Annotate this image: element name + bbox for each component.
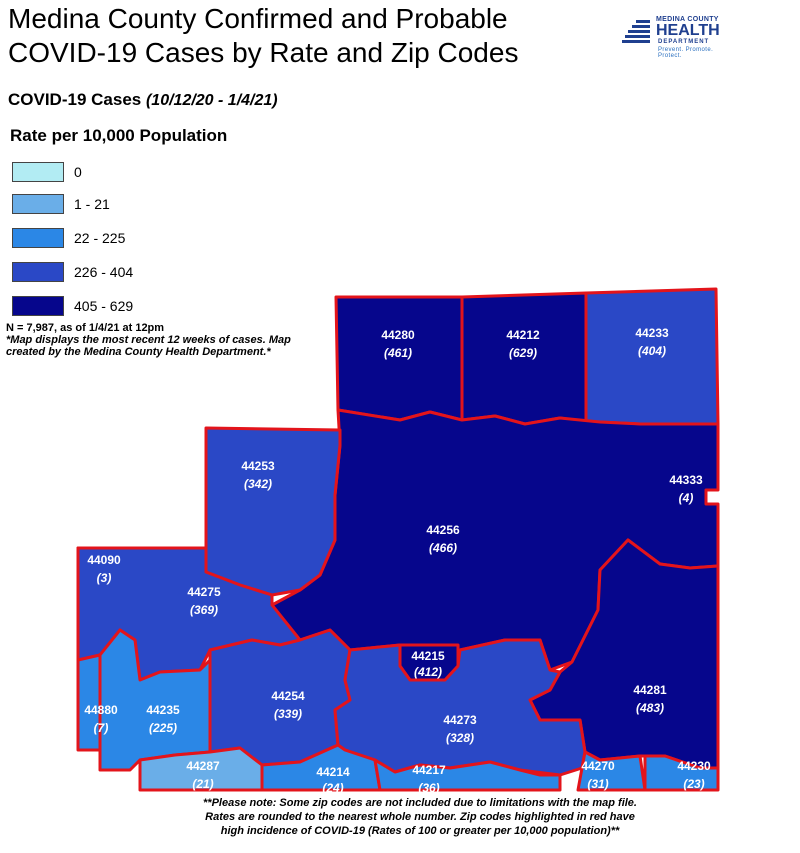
legend-swatch — [12, 162, 64, 182]
subtitle-dates: (10/12/20 - 1/4/21) — [145, 92, 278, 109]
legend-label: 226 - 404 — [74, 264, 134, 280]
title-line-2: COVID-19 Cases by Rate and Zip Codes — [8, 37, 519, 68]
logo-line-1: MEDINA COUNTY — [656, 16, 719, 23]
zip-rate-44275: (369) — [190, 603, 218, 617]
zip-label-44273: 44273 — [443, 713, 477, 727]
map-title: Medina County Confirmed and Probable COV… — [8, 2, 568, 70]
zip-label-44215: 44215 — [411, 649, 445, 663]
zip-label-44333: 44333 — [669, 473, 703, 487]
zip-rate-44281: (483) — [636, 701, 664, 715]
zip-rate-44233: (404) — [638, 344, 666, 358]
legend-swatch — [12, 262, 64, 282]
zip-rate-44270: (31) — [587, 777, 608, 791]
footnote-line-2: Rates are rounded to the nearest whole n… — [205, 811, 635, 823]
subtitle: COVID-19 Cases (10/12/20 - 1/4/21) — [8, 90, 278, 110]
zip-label-44090: 44090 — [87, 553, 121, 567]
map-source-note: *Map displays the most recent 12 weeks o… — [6, 334, 291, 358]
footnote: **Please note: Some zip codes are not in… — [100, 796, 740, 838]
zip-label-44287: 44287 — [186, 759, 220, 773]
legend-item: 1 - 21 — [12, 194, 212, 216]
zip-rate-44235: (225) — [149, 721, 177, 735]
footnote-line-1: **Please note: Some zip codes are not in… — [203, 797, 637, 809]
zip-label-44230: 44230 — [677, 759, 711, 773]
health-department-logo: MEDINA COUNTY HEALTH DEPARTMENT Prevent.… — [622, 16, 734, 59]
zip-region-44230[interactable] — [643, 754, 720, 792]
title-line-1: Medina County Confirmed and Probable — [8, 3, 508, 34]
zip-label-44214: 44214 — [316, 765, 350, 779]
logo-stripes-icon — [622, 20, 650, 43]
zip-region-44214[interactable] — [260, 743, 382, 792]
zip-label-44281: 44281 — [633, 683, 667, 697]
zip-label-44253: 44253 — [241, 459, 275, 473]
zip-label-44254: 44254 — [271, 689, 305, 703]
zip-region-44287[interactable] — [138, 746, 264, 792]
zip-rate-44280: (461) — [384, 346, 412, 360]
zip-rate-44287: (21) — [192, 777, 213, 791]
legend-swatch — [12, 228, 64, 248]
zip-rate-44333: (4) — [679, 491, 694, 505]
legend-swatch — [12, 296, 64, 316]
zip-label-44235: 44235 — [146, 703, 180, 717]
zip-label-44212: 44212 — [506, 328, 540, 342]
legend-label: 405 - 629 — [74, 298, 134, 314]
zip-rate-44253: (342) — [244, 477, 272, 491]
legend-item: 22 - 225 — [12, 228, 212, 250]
zip-region-44270[interactable] — [576, 750, 647, 792]
zip-label-44217: 44217 — [412, 763, 446, 777]
logo-line-3: DEPARTMENT — [658, 39, 710, 45]
zip-label-44270: 44270 — [581, 759, 615, 773]
footnote-line-3: high incidence of COVID-19 (Rates of 100… — [220, 825, 620, 837]
legend-label: 1 - 21 — [74, 196, 110, 212]
logo-tagline: Prevent. Promote. Protect. — [658, 47, 714, 59]
zip-rate-44215: (412) — [414, 665, 442, 679]
legend-item: 405 - 629 — [12, 296, 212, 318]
legend-item: 226 - 404 — [12, 262, 212, 284]
legend-title: Rate per 10,000 Population — [10, 126, 228, 145]
zip-rate-44880: (7) — [94, 721, 109, 735]
zip-rate-44214: (24) — [322, 781, 343, 795]
zip-label-44275: 44275 — [187, 585, 221, 599]
legend-swatch — [12, 194, 64, 214]
zip-rate-44090: (3) — [97, 571, 112, 585]
zip-rate-44212: (629) — [509, 346, 537, 360]
zip-rate-44254: (339) — [274, 707, 302, 721]
map-note: N = 7,987, as of 1/4/21 at 12pm *Map dis… — [6, 322, 326, 358]
zip-label-44280: 44280 — [381, 328, 415, 342]
zip-label-44256: 44256 — [426, 523, 460, 537]
legend-label: 0 — [74, 164, 82, 180]
case-count-note: N = 7,987, as of 1/4/21 at 12pm — [6, 322, 165, 334]
zip-label-44233: 44233 — [635, 326, 669, 340]
zip-rate-44273: (328) — [446, 731, 474, 745]
legend-label: 22 - 225 — [74, 230, 126, 246]
zip-label-44880: 44880 — [84, 703, 118, 717]
zip-rate-44217: (36) — [418, 781, 439, 795]
zip-region-44253[interactable] — [204, 426, 342, 597]
zip-rate-44256: (466) — [429, 541, 457, 555]
zip-region-44217[interactable] — [373, 758, 562, 792]
logo-line-2: HEALTH — [656, 22, 720, 39]
zip-rate-44230: (23) — [683, 777, 704, 791]
legend-item: 0 — [12, 162, 212, 184]
subtitle-text: COVID-19 Cases — [8, 90, 142, 109]
